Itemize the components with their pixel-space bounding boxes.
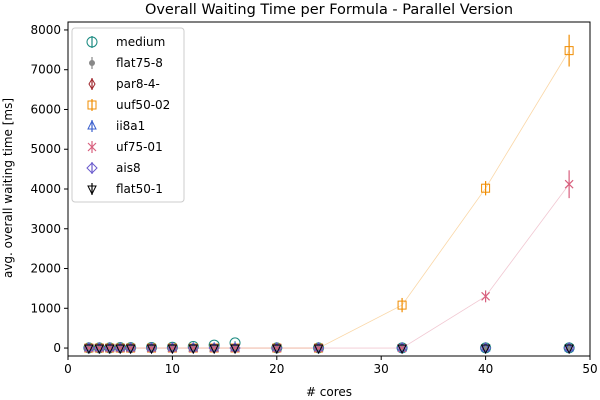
data-point bbox=[397, 300, 407, 310]
x-tick-label: 0 bbox=[64, 362, 72, 376]
legend: medium flat75-8 par8-4- uuf50-02 ii8a1 uf75-0… bbox=[71, 27, 185, 203]
data-point bbox=[313, 341, 324, 352]
y-tick-label: 3000 bbox=[30, 222, 61, 236]
x-axis-label: # cores bbox=[306, 385, 352, 399]
data-point bbox=[115, 341, 126, 352]
chart-title: Overall Waiting Time per Formula - Paral… bbox=[145, 2, 513, 18]
y-tick-label: 5000 bbox=[30, 142, 61, 156]
legend-marker bbox=[87, 100, 97, 110]
data-point bbox=[481, 291, 491, 301]
data-point bbox=[480, 344, 491, 355]
legend-label: uuf50-02 bbox=[116, 98, 170, 112]
data-point bbox=[481, 183, 491, 193]
data-point bbox=[104, 341, 115, 352]
data-point bbox=[94, 344, 105, 355]
legend-item: ais8 bbox=[86, 161, 141, 175]
legend-item: uf75-01 bbox=[87, 140, 163, 154]
legend-marker bbox=[86, 162, 98, 174]
y-tick-label: 8000 bbox=[30, 23, 61, 37]
data-point bbox=[564, 344, 574, 355]
data-point bbox=[564, 341, 574, 352]
series-line bbox=[88, 183, 570, 349]
x-tick-label: 20 bbox=[269, 362, 284, 376]
legend-item: flat75-8 bbox=[89, 56, 163, 70]
legend-label: medium bbox=[116, 35, 165, 49]
x-axis: 0 10 20 30 40 50 bbox=[64, 356, 598, 376]
y-axis: 0 1000 2000 3000 4000 5000 6000 7000 8000 bbox=[30, 23, 68, 355]
data-point bbox=[125, 344, 136, 355]
data-point bbox=[271, 341, 282, 352]
y-tick-label: 7000 bbox=[30, 63, 61, 77]
legend-marker bbox=[87, 185, 97, 196]
series-ii8a1 bbox=[84, 341, 574, 352]
data-point bbox=[146, 341, 157, 352]
data-point bbox=[564, 179, 574, 189]
legend-item: uuf50-02 bbox=[87, 98, 170, 112]
data-point bbox=[209, 341, 219, 352]
legend-item: par8-4- bbox=[88, 77, 160, 91]
y-axis-label: avg. overall waiting time [ms] bbox=[1, 98, 15, 278]
series-flat50-1 bbox=[84, 344, 574, 355]
legend-label: par8-4- bbox=[116, 77, 160, 91]
legend-item: ii8a1 bbox=[87, 119, 145, 133]
data-point bbox=[230, 344, 240, 355]
data-point bbox=[209, 344, 219, 355]
data-point bbox=[146, 344, 157, 355]
series-medium bbox=[83, 337, 575, 354]
x-tick-label: 50 bbox=[582, 362, 597, 376]
x-tick-label: 30 bbox=[374, 362, 389, 376]
legend-marker bbox=[89, 60, 95, 66]
x-tick-label: 40 bbox=[478, 362, 493, 376]
data-point bbox=[564, 46, 574, 56]
y-tick-label: 6000 bbox=[30, 102, 61, 116]
legend-box bbox=[71, 27, 185, 203]
legend-marker bbox=[87, 119, 97, 130]
legend-label: flat75-8 bbox=[116, 56, 163, 70]
legend-label: uf75-01 bbox=[116, 140, 163, 154]
data-point bbox=[480, 341, 491, 352]
legend-label: ais8 bbox=[116, 161, 141, 175]
data-point bbox=[84, 344, 94, 355]
y-tick-label: 0 bbox=[53, 341, 61, 355]
y-tick-label: 1000 bbox=[30, 301, 61, 315]
data-point bbox=[115, 344, 126, 355]
legend-label: ii8a1 bbox=[116, 119, 145, 133]
y-tick-label: 4000 bbox=[30, 182, 61, 196]
plot-area bbox=[67, 21, 591, 357]
data-point bbox=[167, 344, 178, 355]
x-tick-label: 10 bbox=[165, 362, 180, 376]
data-point bbox=[84, 341, 94, 352]
data-point bbox=[397, 344, 407, 355]
legend-marker bbox=[88, 78, 96, 90]
data-point bbox=[94, 341, 105, 352]
data-point bbox=[397, 341, 407, 352]
data-point bbox=[188, 341, 199, 352]
data-point bbox=[104, 344, 115, 355]
legend-item: flat50-1 bbox=[87, 182, 163, 196]
data-point bbox=[167, 341, 178, 352]
data-point bbox=[230, 341, 240, 352]
data-point bbox=[125, 341, 136, 352]
data-point bbox=[188, 344, 199, 355]
legend-label: flat50-1 bbox=[116, 182, 163, 196]
y-tick-label: 2000 bbox=[30, 262, 61, 276]
legend-marker bbox=[86, 36, 98, 48]
legend-marker bbox=[87, 142, 97, 152]
legend-item: medium bbox=[86, 35, 165, 49]
data-point bbox=[271, 344, 282, 355]
data-point bbox=[313, 344, 324, 355]
